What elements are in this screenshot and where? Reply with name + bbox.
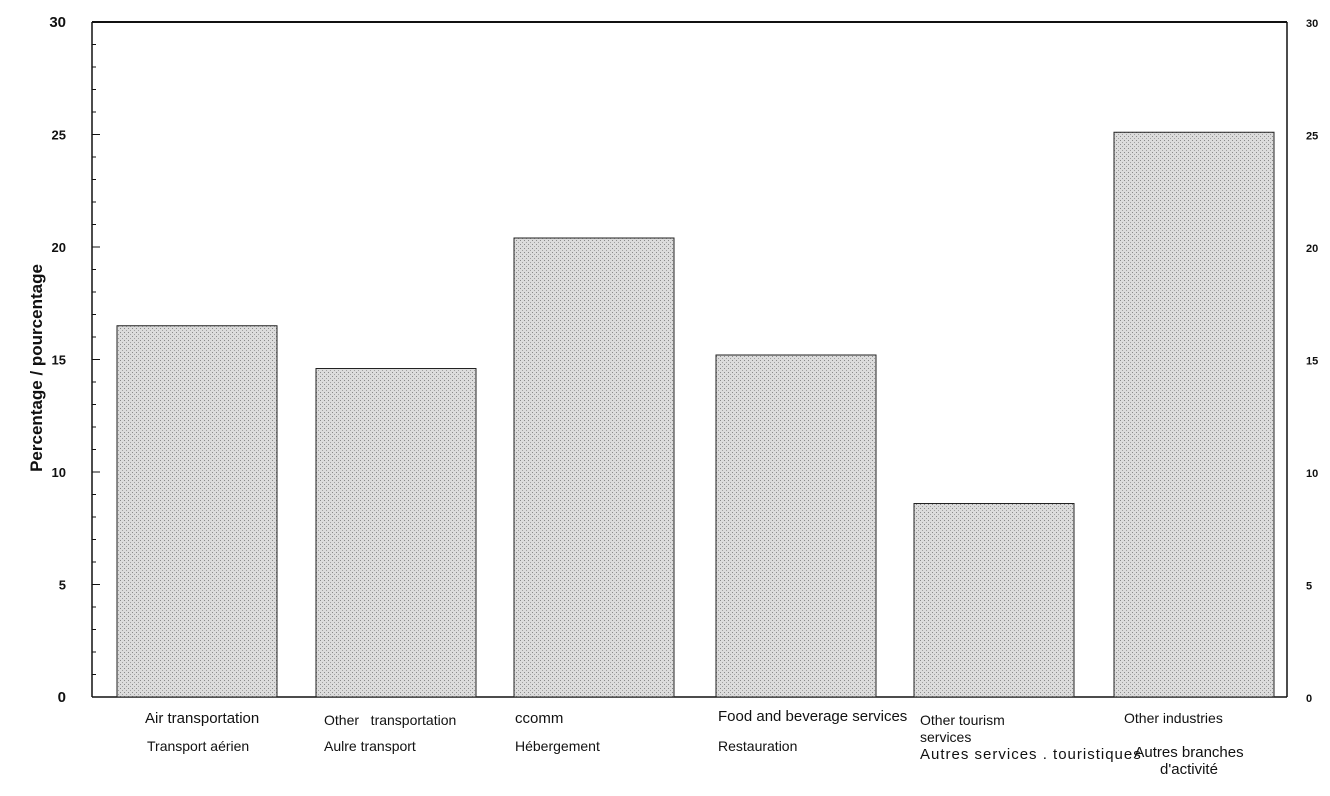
y-axis-right: 0 5 10 15 20 25 30 — [1306, 18, 1318, 705]
y-tick-label-left: 5 — [59, 578, 66, 593]
y-axis-left: 0 5 10 15 20 25 30 — [49, 14, 66, 706]
category-label-en: Other transportation — [324, 712, 457, 728]
y-axis-label: Percentage / pourcentage — [27, 264, 46, 472]
bar-3 — [513, 237, 675, 698]
y-tick-label-right: 25 — [1306, 131, 1318, 143]
y-tick-label-left: 10 — [52, 465, 66, 480]
category-label-fr: Aulre transport — [324, 738, 416, 754]
category-label-fr: Transport aérien — [147, 738, 250, 754]
category-label-en: Other tourism services — [920, 712, 1005, 745]
bar-1 — [116, 325, 278, 698]
y-tick-label-right: 10 — [1306, 468, 1318, 480]
y-tick-label-right: 20 — [1306, 243, 1318, 255]
category-label: Other industries Autres branches d'activi… — [1124, 710, 1324, 790]
y-tick-label-left: 0 — [58, 689, 66, 706]
y-tick-label-left: 15 — [52, 353, 66, 368]
category-label: ccomm Hébergement — [515, 710, 715, 790]
bar-2 — [315, 368, 477, 698]
bar-5 — [913, 503, 1075, 698]
category-label-en: ccomm — [515, 710, 564, 727]
y-tick-label-left: 30 — [49, 14, 66, 31]
category-label-en: Air transportation — [145, 710, 260, 727]
y-tick-label-right: 5 — [1306, 581, 1312, 593]
category-label-fr: Autres services . touristiques — [920, 746, 1142, 763]
y-tick-label-right: 30 — [1306, 18, 1318, 30]
category-label: Other tourism services Autres services . … — [920, 712, 1141, 792]
category-label: Other transportation Aulre transport — [324, 710, 524, 790]
category-label-en: Other industries — [1124, 710, 1223, 726]
category-label: Air transportation Transport aérien — [145, 710, 345, 790]
bar-4 — [715, 354, 877, 698]
bar-6 — [1113, 131, 1275, 698]
category-label-fr: Hébergement — [515, 738, 600, 754]
category-label-en: Food and beverage services — [718, 708, 908, 725]
plot-frame — [91, 21, 1288, 698]
category-label: Food and beverage services Restauration — [718, 708, 918, 790]
y-tick-label-right: 15 — [1306, 356, 1318, 368]
bars-group — [116, 131, 1275, 698]
y-tick-label-left: 25 — [52, 128, 66, 143]
category-label-fr: Autres branches d'activité — [1134, 744, 1244, 778]
y-tick-label-left: 20 — [52, 240, 66, 255]
y-tick-label-right: 0 — [1306, 693, 1312, 705]
category-label-fr: Restauration — [718, 738, 798, 754]
